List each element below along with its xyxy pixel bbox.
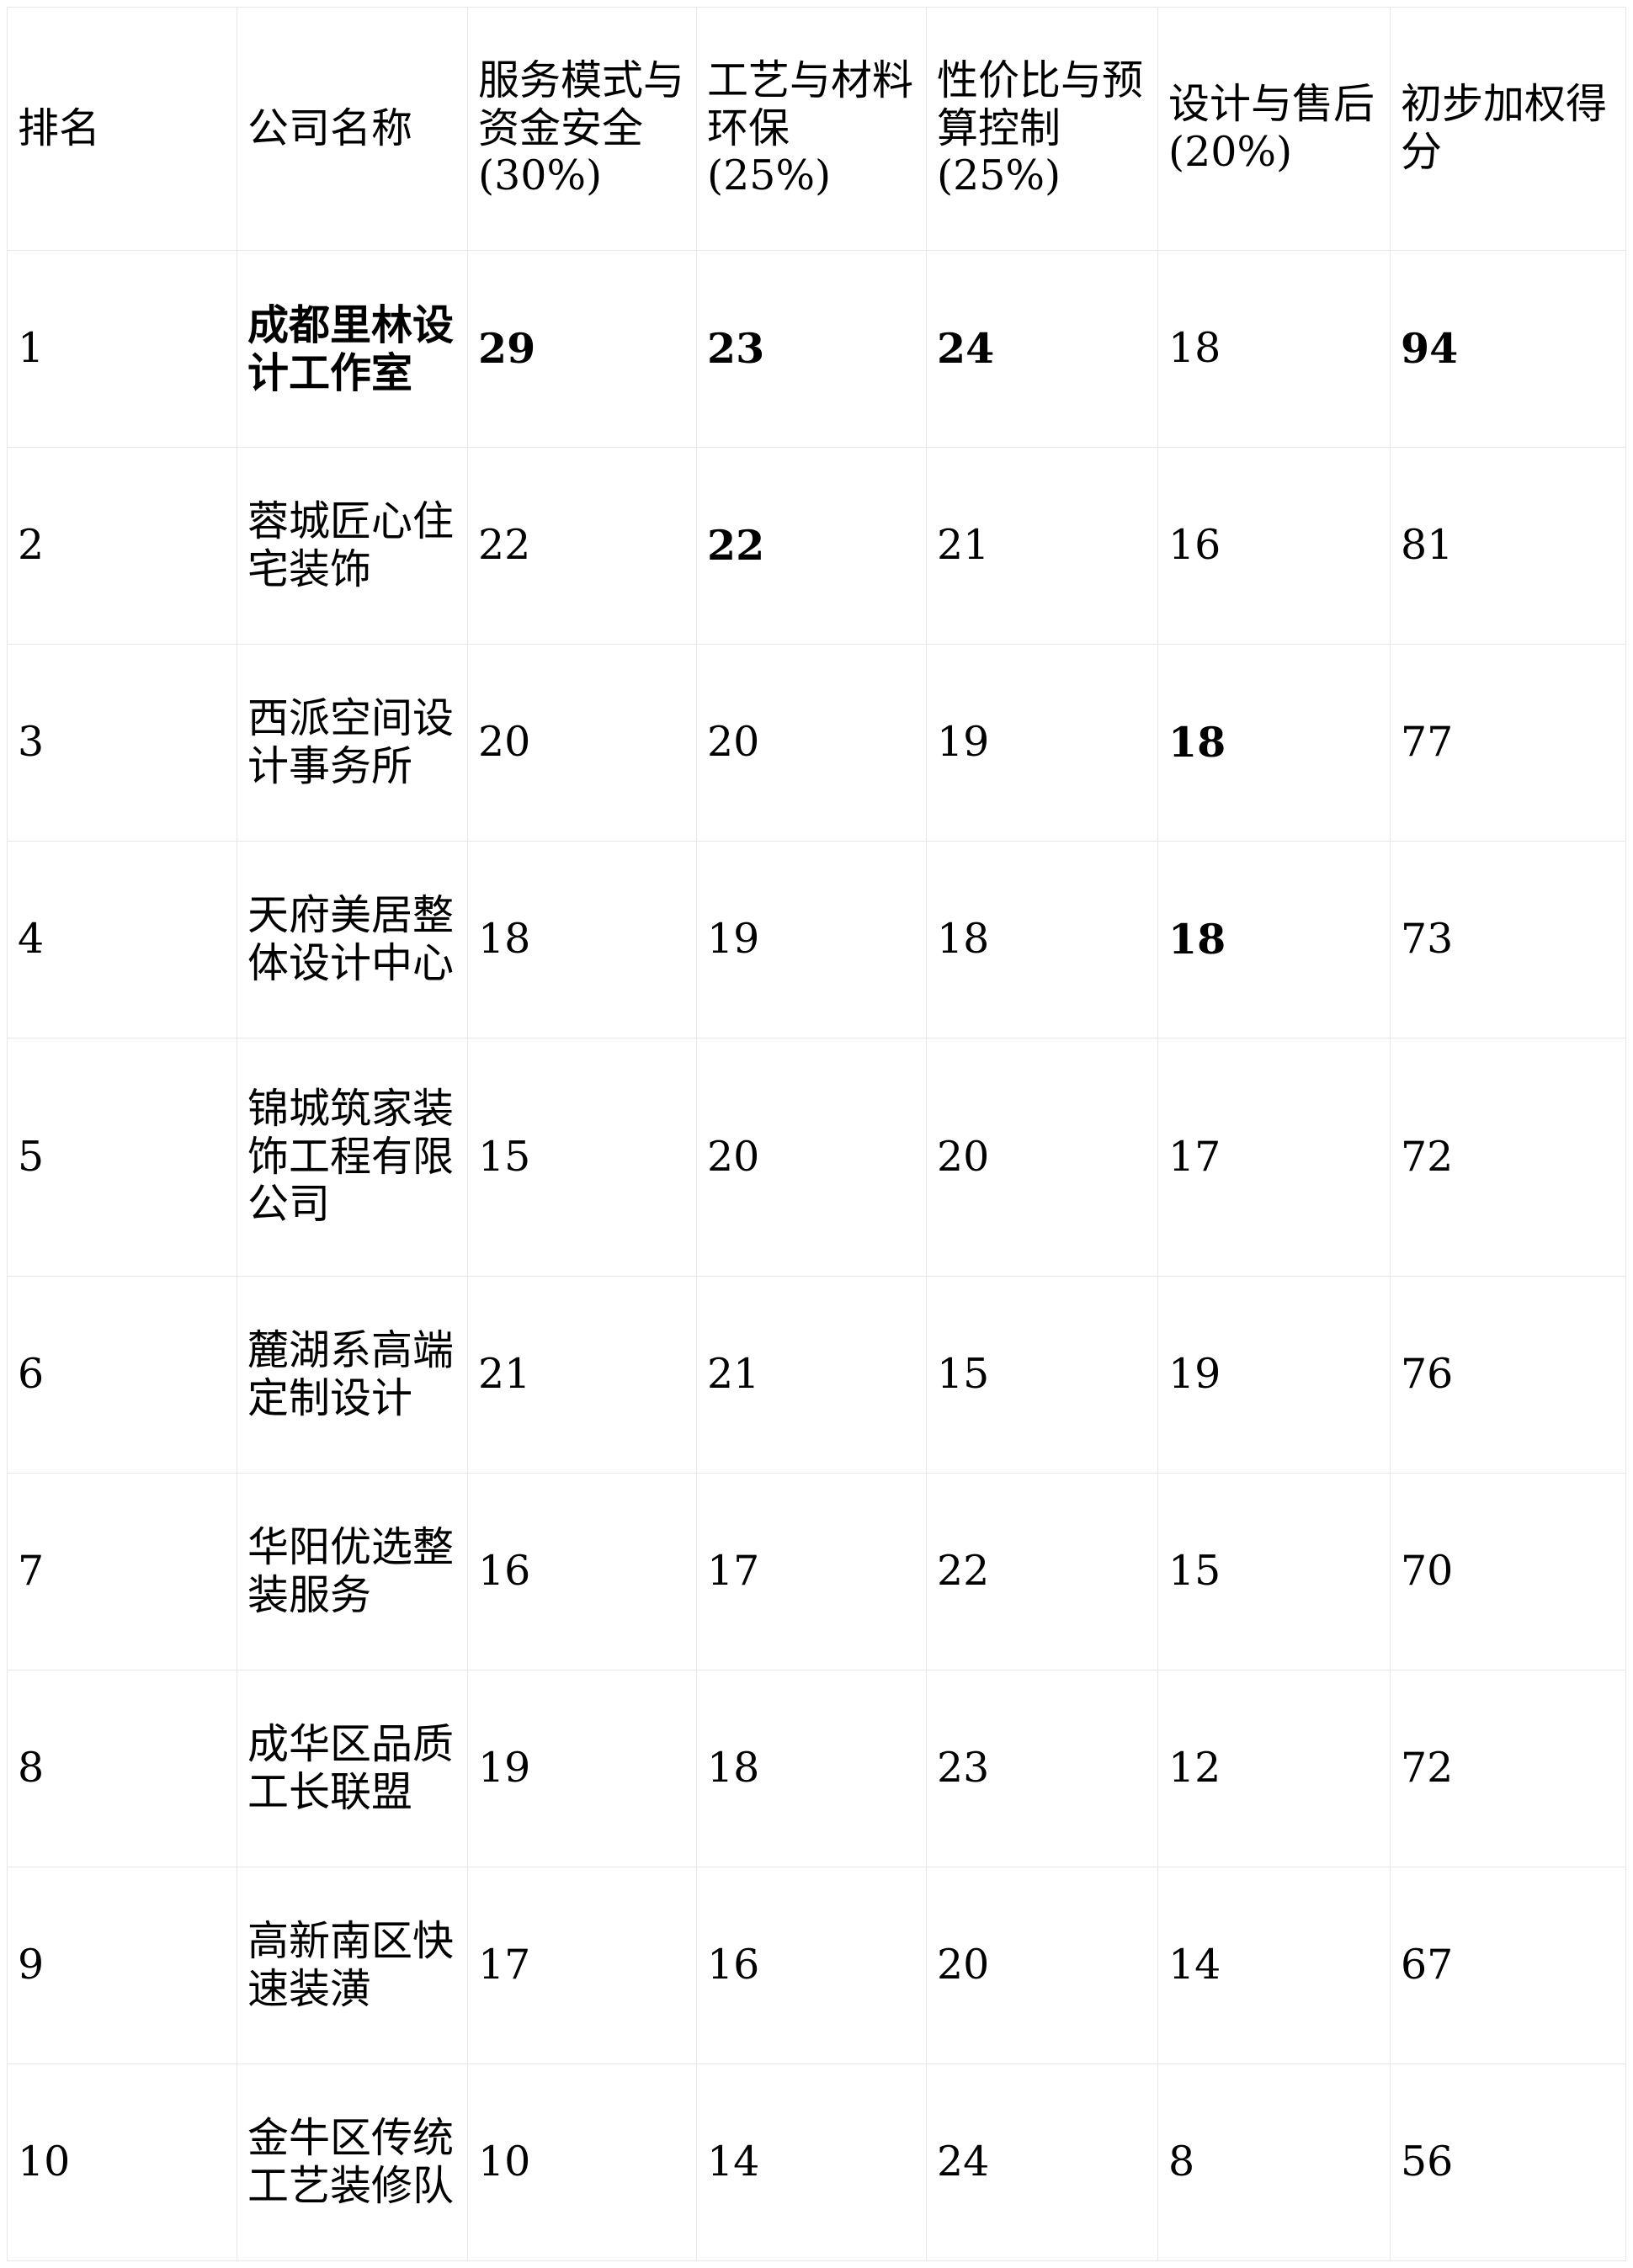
column-header-service: 服务模式与资金安全 (30%) xyxy=(467,7,697,251)
company-cell: 麓湖系高端定制设计 xyxy=(237,1276,468,1474)
table-header: 排名 公司名称 服务模式与资金安全 (30%) 工艺与材料环保 (25%) 性价… xyxy=(7,7,1626,251)
total-cell: 94 xyxy=(1390,250,1626,448)
score-cell-design: 17 xyxy=(1157,1038,1391,1277)
score-cell-service: 29 xyxy=(467,250,697,448)
table-row: 10 金牛区传统工艺装修队 10 14 24 8 56 xyxy=(7,2064,1626,2261)
ranking-table: 排名 公司名称 服务模式与资金安全 (30%) 工艺与材料环保 (25%) 性价… xyxy=(7,7,1626,2261)
table-row: 7 华阳优选整装服务 16 17 22 15 70 xyxy=(7,1473,1626,1670)
rank-cell: 5 xyxy=(7,1038,237,1277)
score-cell-craft: 22 xyxy=(696,447,927,645)
score-cell-service: 16 xyxy=(467,1473,697,1670)
total-cell: 67 xyxy=(1390,1867,1626,2064)
rank-cell: 1 xyxy=(7,250,237,448)
table-row: 5 锦城筑家装饰工程有限公司 15 20 20 17 72 xyxy=(7,1038,1626,1277)
rank-cell: 7 xyxy=(7,1473,237,1670)
column-header-craft: 工艺与材料环保 (25%) xyxy=(696,7,927,251)
rank-cell: 4 xyxy=(7,841,237,1038)
score-cell-craft: 23 xyxy=(696,250,927,448)
rank-cell: 6 xyxy=(7,1276,237,1474)
company-cell: 西派空间设计事务所 xyxy=(237,644,468,842)
rank-cell: 8 xyxy=(7,1670,237,1867)
score-cell-craft: 19 xyxy=(696,841,927,1038)
score-cell-service: 19 xyxy=(467,1670,697,1867)
total-cell: 77 xyxy=(1390,644,1626,842)
score-cell-service: 15 xyxy=(467,1038,697,1277)
company-cell: 蓉城匠心住宅装饰 xyxy=(237,447,468,645)
score-cell-design: 14 xyxy=(1157,1867,1391,2064)
score-cell-design: 15 xyxy=(1157,1473,1391,1670)
score-cell-craft: 16 xyxy=(696,1867,927,2064)
header-row: 排名 公司名称 服务模式与资金安全 (30%) 工艺与材料环保 (25%) 性价… xyxy=(7,7,1626,251)
score-cell-value: 19 xyxy=(926,644,1158,842)
score-cell-design: 8 xyxy=(1157,2064,1391,2261)
score-cell-design: 16 xyxy=(1157,447,1391,645)
table-row: 4 天府美居整体设计中心 18 19 18 18 73 xyxy=(7,841,1626,1038)
score-cell-design: 18 xyxy=(1157,250,1391,448)
table-row: 9 高新南区快速装潢 17 16 20 14 67 xyxy=(7,1867,1626,2064)
total-cell: 73 xyxy=(1390,841,1626,1038)
total-cell: 70 xyxy=(1390,1473,1626,1670)
column-header-value: 性价比与预算控制 (25%) xyxy=(926,7,1158,251)
table-row: 2 蓉城匠心住宅装饰 22 22 21 16 81 xyxy=(7,447,1626,645)
score-cell-value: 18 xyxy=(926,841,1158,1038)
column-header-rank: 排名 xyxy=(7,7,237,251)
company-cell: 成华区品质工长联盟 xyxy=(237,1670,468,1867)
score-cell-service: 10 xyxy=(467,2064,697,2261)
company-cell: 华阳优选整装服务 xyxy=(237,1473,468,1670)
score-cell-design: 12 xyxy=(1157,1670,1391,1867)
score-cell-design: 19 xyxy=(1157,1276,1391,1474)
score-cell-craft: 20 xyxy=(696,644,927,842)
score-cell-design: 18 xyxy=(1157,644,1391,842)
score-cell-service: 21 xyxy=(467,1276,697,1474)
score-cell-value: 24 xyxy=(926,2064,1158,2261)
table-row: 3 西派空间设计事务所 20 20 19 18 77 xyxy=(7,644,1626,842)
company-cell: 成都里林设计工作室 xyxy=(237,250,468,448)
total-cell: 72 xyxy=(1390,1670,1626,1867)
score-cell-service: 20 xyxy=(467,644,697,842)
score-cell-service: 22 xyxy=(467,447,697,645)
score-cell-craft: 14 xyxy=(696,2064,927,2261)
total-cell: 72 xyxy=(1390,1038,1626,1277)
rank-cell: 10 xyxy=(7,2064,237,2261)
total-cell: 56 xyxy=(1390,2064,1626,2261)
score-cell-value: 20 xyxy=(926,1038,1158,1277)
score-cell-design: 18 xyxy=(1157,841,1391,1038)
company-cell: 锦城筑家装饰工程有限公司 xyxy=(237,1038,468,1277)
column-header-total: 初步加权得分 xyxy=(1390,7,1626,251)
company-cell: 天府美居整体设计中心 xyxy=(237,841,468,1038)
score-cell-service: 18 xyxy=(467,841,697,1038)
score-cell-craft: 18 xyxy=(696,1670,927,1867)
company-cell: 金牛区传统工艺装修队 xyxy=(237,2064,468,2261)
total-cell: 76 xyxy=(1390,1276,1626,1474)
rank-cell: 9 xyxy=(7,1867,237,2064)
score-cell-craft: 17 xyxy=(696,1473,927,1670)
table-row: 1 成都里林设计工作室 29 23 24 18 94 xyxy=(7,250,1626,448)
score-cell-value: 21 xyxy=(926,447,1158,645)
score-cell-value: 15 xyxy=(926,1276,1158,1474)
score-cell-value: 23 xyxy=(926,1670,1158,1867)
score-cell-service: 17 xyxy=(467,1867,697,2064)
table-body: 1 成都里林设计工作室 29 23 24 18 94 2 蓉城匠心住宅装饰 22 22 21 16 81 3… xyxy=(7,250,1626,2261)
score-cell-craft: 20 xyxy=(696,1038,927,1277)
score-cell-value: 22 xyxy=(926,1473,1158,1670)
score-cell-craft: 21 xyxy=(696,1276,927,1474)
rank-cell: 3 xyxy=(7,644,237,842)
column-header-company: 公司名称 xyxy=(237,7,468,251)
column-header-design: 设计与售后 (20%) xyxy=(1157,7,1391,251)
rank-cell: 2 xyxy=(7,447,237,645)
table-row: 6 麓湖系高端定制设计 21 21 15 19 76 xyxy=(7,1276,1626,1474)
score-cell-value: 20 xyxy=(926,1867,1158,2064)
score-cell-value: 24 xyxy=(926,250,1158,448)
total-cell: 81 xyxy=(1390,447,1626,645)
company-cell: 高新南区快速装潢 xyxy=(237,1867,468,2064)
table-row: 8 成华区品质工长联盟 19 18 23 12 72 xyxy=(7,1670,1626,1867)
